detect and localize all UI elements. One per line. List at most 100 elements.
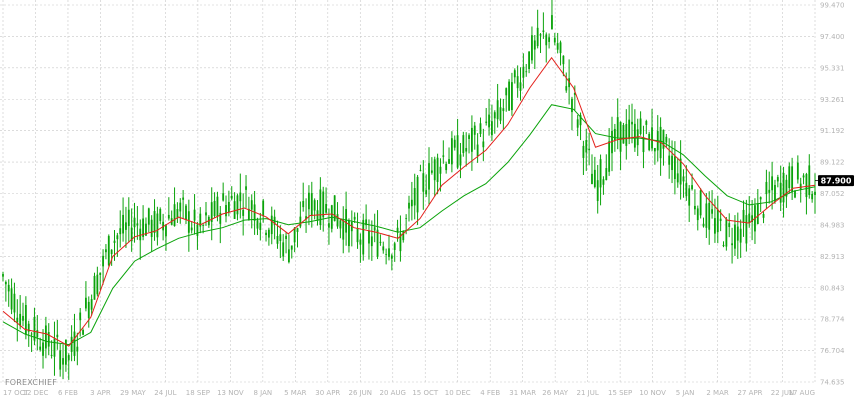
candle-body (468, 135, 470, 139)
candle-body (696, 208, 699, 221)
candle-body (611, 130, 613, 154)
candle-body (376, 229, 379, 257)
candle-body (622, 124, 625, 144)
candle-body (410, 199, 413, 207)
candle-body (116, 235, 119, 240)
candle-body (333, 195, 336, 222)
candle-body (459, 154, 462, 166)
candle-body (485, 121, 488, 123)
candle-body (176, 209, 179, 219)
x-tick-label: 26 MAY (542, 389, 568, 397)
candle-body (582, 145, 585, 158)
y-tick-label: 82.913 (820, 253, 845, 261)
candle-body (322, 191, 325, 218)
x-tick-label: 31 MAR (509, 389, 536, 397)
candle-body (573, 93, 576, 95)
x-tick-label: 4 FEB (480, 389, 500, 397)
candle-body (608, 141, 611, 172)
candle-body (662, 129, 665, 149)
candle-body (245, 186, 247, 190)
candle-body (205, 212, 207, 216)
candle-body (625, 124, 628, 146)
candle-body (739, 228, 742, 243)
ma-slow-line (2, 104, 816, 346)
candle-body (668, 155, 671, 165)
candle-body (256, 220, 259, 229)
candle-body (150, 219, 153, 238)
x-tick-label: 15 SEP (608, 389, 632, 397)
candle-body (325, 204, 327, 213)
x-tick-label: 10 DEC (445, 389, 471, 397)
candle-body (47, 332, 50, 347)
candle-body (771, 176, 774, 191)
candle-body (196, 224, 199, 236)
candle-body (428, 163, 430, 190)
candle-body (270, 215, 273, 235)
candle-body (130, 227, 133, 241)
candle-body (388, 248, 390, 257)
candle-body (390, 255, 393, 259)
candle-body (576, 119, 579, 128)
y-tick-label: 87.052 (820, 190, 845, 198)
candle-body (719, 218, 722, 222)
candle-body (525, 71, 528, 73)
candle-body (353, 216, 356, 220)
x-tick-label: 17 AUG (789, 389, 815, 397)
current-price-tag: 87.900 (815, 175, 854, 187)
candle-body (50, 354, 53, 356)
candle-body (42, 342, 44, 356)
candle-body (173, 204, 176, 227)
candle-body (210, 202, 213, 223)
candle-body (328, 223, 330, 228)
candle-body (93, 275, 96, 300)
candle-body (53, 338, 56, 357)
candle-body (225, 205, 227, 217)
candle-body (242, 209, 245, 216)
candle-body (593, 169, 596, 187)
candle-body (105, 249, 107, 253)
candle-body (445, 163, 448, 171)
candle-body (516, 76, 519, 89)
candlesticks (2, 0, 816, 380)
x-tick-label: 29 MAY (120, 389, 146, 397)
candle-body (685, 182, 688, 197)
candle-body (736, 226, 739, 241)
x-tick-label: 22 JUN (771, 389, 795, 397)
x-tick-label: 27 APR (738, 389, 763, 397)
candle-body (642, 137, 645, 153)
x-tick-label: 2 MAR (706, 389, 729, 397)
candle-body (187, 211, 190, 233)
candle-body (39, 346, 42, 350)
candle-body (2, 274, 4, 277)
x-tick-label: 8 JAN (254, 389, 273, 397)
candle-body (219, 212, 222, 224)
candle-body (136, 223, 139, 226)
candle-body (73, 331, 76, 356)
candle-body (125, 222, 127, 230)
candle-body (165, 225, 167, 237)
candle-body (250, 200, 253, 210)
candle-body (99, 272, 102, 275)
candle-body (79, 312, 82, 321)
candle-body (96, 274, 99, 295)
candle-body (356, 228, 359, 243)
candle-body (153, 211, 156, 233)
candle-body (539, 34, 542, 36)
candle-body (505, 88, 508, 96)
candle-body (476, 144, 479, 157)
candle-body (70, 336, 73, 352)
candle-body (385, 254, 388, 255)
ma-fast-line (2, 56, 816, 347)
candle-body (779, 182, 782, 203)
candle-body (616, 117, 619, 138)
y-tick-label: 78.774 (820, 316, 845, 324)
candle-body (785, 179, 788, 197)
candle-body (342, 220, 345, 240)
candle-body (596, 180, 599, 202)
current-price-tag-bg (818, 175, 854, 187)
candle-body (796, 162, 799, 180)
candle-body (422, 173, 425, 192)
candle-body (536, 27, 539, 47)
candle-body (247, 208, 250, 220)
